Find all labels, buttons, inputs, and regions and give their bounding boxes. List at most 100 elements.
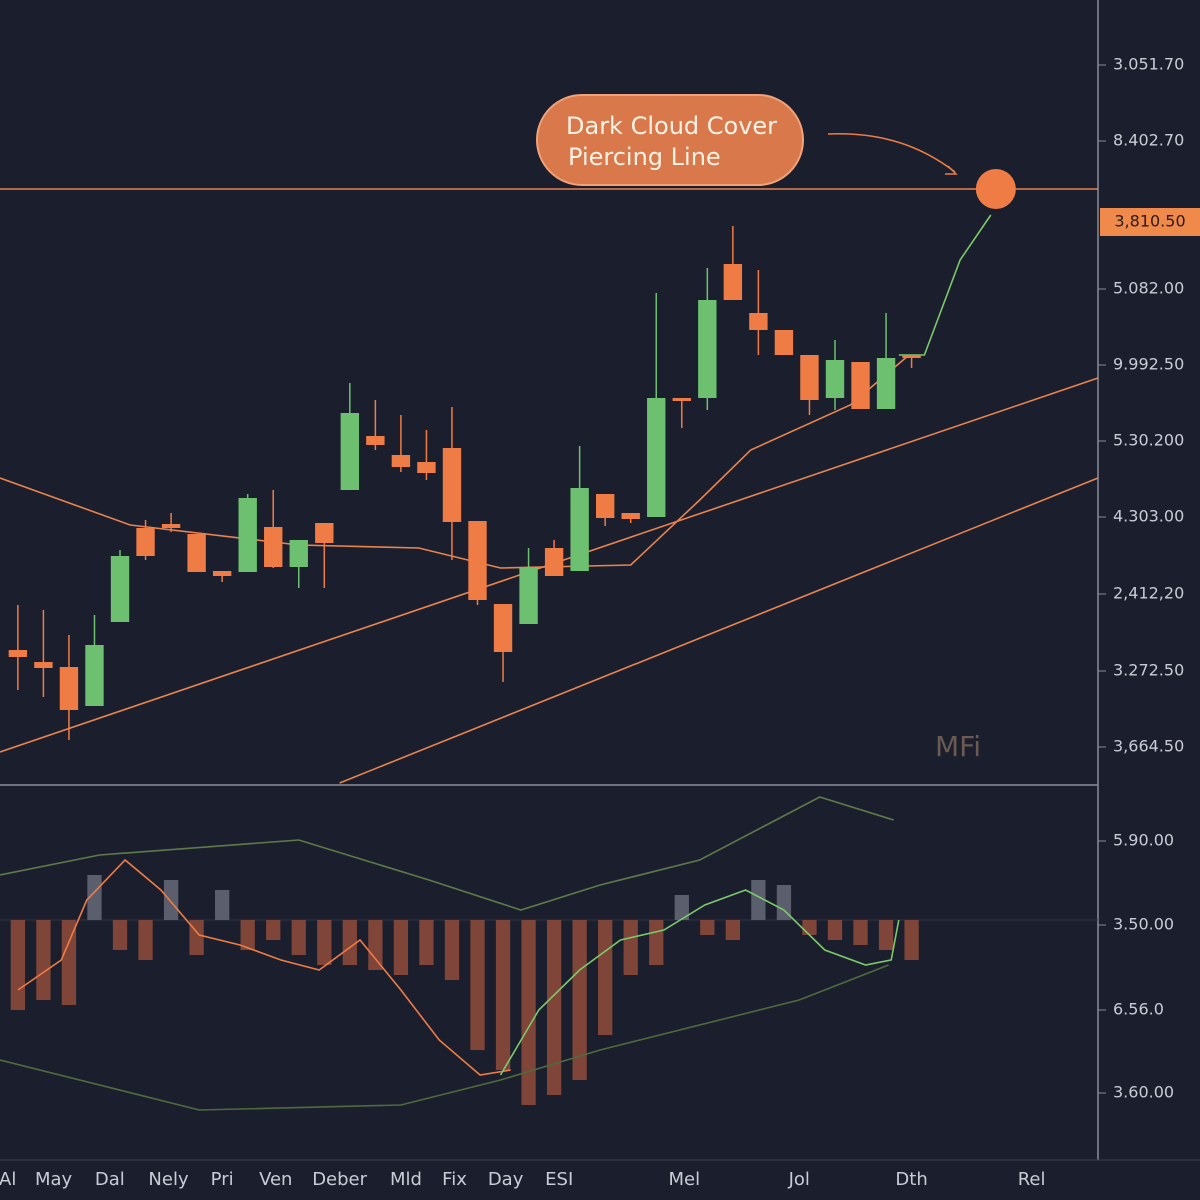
current-price-label: 3,810.50 [1114, 212, 1185, 231]
candle-body [672, 398, 691, 401]
y-tick-label: 3.60.00 [1113, 1083, 1174, 1102]
histogram-bar [138, 920, 153, 960]
histogram-bar [393, 920, 409, 975]
histogram-bar [802, 920, 817, 935]
candle-body [902, 355, 921, 358]
x-tick-label: Al [0, 1169, 16, 1190]
x-tick-label: Rel [1018, 1169, 1046, 1190]
histogram-bar [751, 880, 766, 920]
candle-body [238, 498, 257, 572]
y-tick-label: 9.992.50 [1113, 355, 1184, 374]
candle-body [340, 413, 360, 490]
y-tick-label: 3.50.00 [1113, 915, 1174, 934]
candle-body [468, 521, 487, 600]
candle-body [161, 524, 181, 528]
overlay-line [339, 477, 1099, 784]
x-tick-label: May [35, 1169, 73, 1190]
candle-body [391, 455, 411, 467]
histogram-bar [368, 920, 383, 970]
histogram-bar [444, 920, 460, 980]
annotation-arrow [827, 133, 956, 173]
histogram-bar [878, 920, 894, 950]
x-tick-label: Jol [788, 1169, 810, 1190]
y-tick-label: 5.30.200 [1113, 431, 1184, 450]
overlay-line [0, 354, 910, 569]
histogram-bar [700, 920, 715, 935]
histogram-bar [36, 920, 51, 1000]
x-tick-label: Nely [148, 1169, 189, 1190]
candle-body [851, 362, 870, 409]
x-tick-label: Mel [669, 1169, 701, 1190]
histogram-bar [215, 890, 230, 920]
histogram-bar [521, 920, 536, 1105]
candle-body [110, 556, 130, 622]
level-marker [975, 169, 1016, 209]
candle-body [544, 548, 564, 576]
plot-layer: 3.051.70 8.402.70 5.082.00 9.992.50 5.30.200… [0, 55, 1200, 1190]
candle-body [570, 488, 589, 571]
candle-body [825, 360, 845, 398]
histogram-bar [240, 920, 255, 950]
overlay-line [17, 858, 511, 1076]
candle-body [723, 264, 743, 300]
y-tick-label: 3,664.50 [1113, 737, 1184, 756]
candle-body [212, 571, 232, 576]
candle-body [417, 462, 436, 473]
y-tick-label: 4.303.00 [1113, 507, 1184, 526]
histogram-bar [853, 920, 868, 945]
current-price-box [1100, 208, 1200, 236]
y-tick-label: 3.272.50 [1113, 661, 1184, 680]
x-tick-label: ESI [545, 1169, 573, 1190]
x-tick-label: Pri [211, 1169, 234, 1190]
x-tick-label: Fix [442, 1169, 467, 1190]
candle-body [800, 355, 819, 400]
histogram-bar [87, 875, 102, 920]
histogram-bar [598, 920, 613, 1035]
candle-body [749, 313, 768, 330]
candle-body [366, 436, 385, 445]
candle-body [774, 330, 794, 355]
overlay-line [0, 796, 894, 911]
y-tick-label: 5.90.00 [1113, 831, 1174, 850]
histogram-bar [674, 895, 689, 920]
histogram-bar [419, 920, 434, 965]
x-tick-label: Day [488, 1169, 524, 1190]
histogram-bar [291, 920, 306, 955]
x-tick-label: Mld [390, 1169, 422, 1190]
histogram-bar [10, 920, 26, 1010]
candle-body [647, 398, 666, 517]
x-tick-label: Deber [312, 1169, 367, 1190]
histogram-bar [776, 885, 792, 920]
histogram-bar [572, 920, 587, 1080]
candle-body [493, 604, 513, 652]
histogram-bar [725, 920, 741, 940]
x-tick-label: Dal [95, 1169, 125, 1190]
annotation-box [536, 94, 804, 186]
candle-body [876, 358, 896, 409]
candle-body [315, 523, 334, 543]
overlay-line [0, 964, 889, 1111]
y-tick-label: 3.051.70 [1113, 55, 1184, 74]
histogram-bar [266, 920, 281, 940]
histogram-bar [342, 920, 357, 965]
candle-body [34, 662, 53, 668]
candle-body [264, 527, 283, 567]
arrow-head [945, 165, 958, 175]
y-tick-label: 5.082.00 [1113, 279, 1184, 298]
histogram-bar [546, 920, 562, 1095]
candle-body [698, 300, 717, 398]
candle-body [8, 650, 28, 657]
x-tick-label: Dth [895, 1169, 927, 1190]
histogram-bar [112, 920, 128, 950]
histogram-bar [317, 920, 332, 965]
annotation-text: Dark Cloud Cover [566, 112, 777, 140]
annotation-text: Piercing Line [568, 143, 721, 171]
overlay-line [499, 889, 900, 1076]
y-tick-label: 2,412,20 [1113, 584, 1184, 603]
histogram-bar [904, 920, 919, 960]
candle-body [442, 448, 462, 522]
histogram-bar [495, 920, 511, 1070]
candle-body [289, 540, 308, 567]
indicator-label: MFi [935, 730, 981, 763]
